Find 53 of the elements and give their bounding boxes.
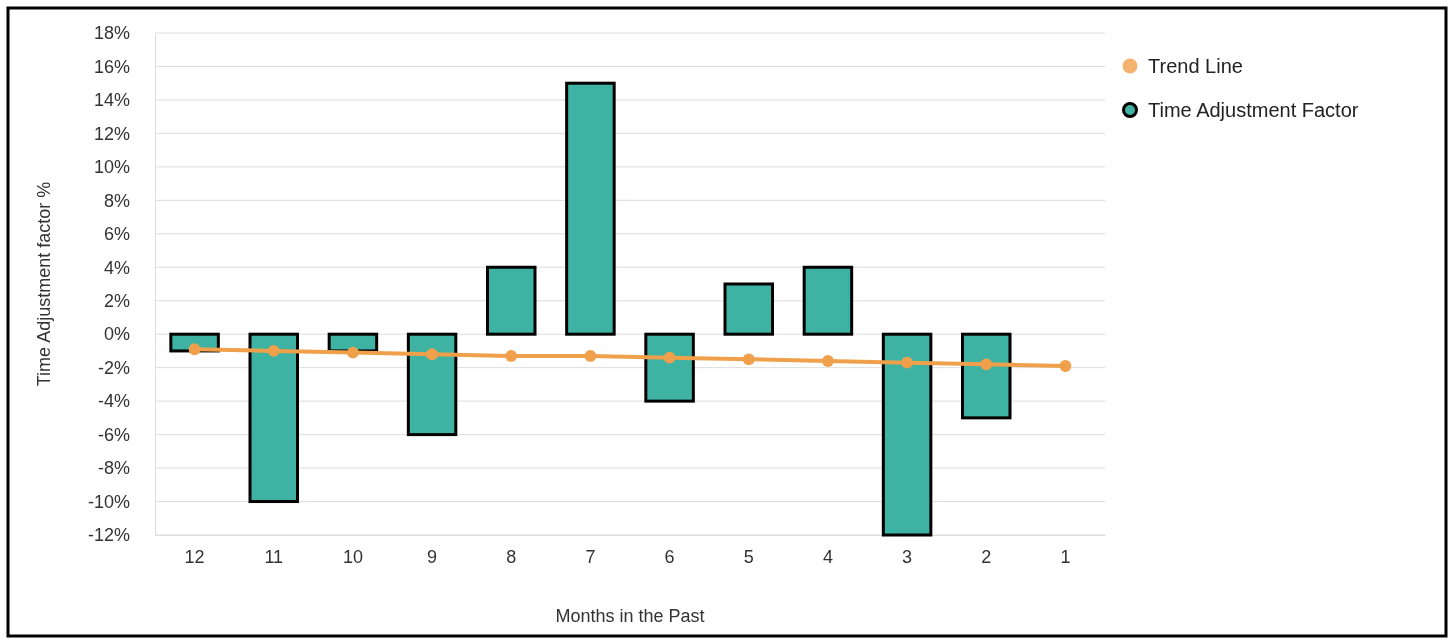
point bbox=[1059, 360, 1072, 372]
x-axis-title: Months in the Past bbox=[555, 606, 705, 626]
x-tick-label: 10 bbox=[342, 546, 363, 567]
point bbox=[822, 355, 834, 367]
x-tick-label: 2 bbox=[981, 546, 992, 567]
point bbox=[980, 358, 993, 371]
bar bbox=[644, 332, 695, 403]
x-tick-label: 9 bbox=[427, 546, 438, 567]
point bbox=[426, 348, 438, 361]
y-tick-label: 10% bbox=[93, 157, 130, 178]
y-tick-label: 0% bbox=[103, 324, 130, 345]
bar bbox=[802, 265, 854, 336]
point bbox=[188, 343, 201, 356]
y-tick-label: 8% bbox=[103, 190, 130, 211]
x-tick-label: 6 bbox=[664, 546, 675, 567]
point bbox=[901, 356, 913, 369]
y-tick-label: -4% bbox=[97, 391, 130, 412]
y-tick-label: -8% bbox=[97, 458, 130, 479]
y-tick-label: -12% bbox=[87, 525, 130, 546]
bar bbox=[565, 81, 616, 336]
y-tick-label: 14% bbox=[93, 90, 130, 111]
y-tick-label: 4% bbox=[103, 257, 130, 278]
y-tick-label: 16% bbox=[93, 56, 130, 77]
y-tick-label: -10% bbox=[87, 491, 130, 512]
y-tick-label: 18% bbox=[93, 23, 130, 44]
point bbox=[505, 350, 518, 362]
x-tick-label: 4 bbox=[822, 546, 833, 567]
x-tick-label: 5 bbox=[743, 546, 754, 567]
x-tick-label: 7 bbox=[585, 546, 596, 567]
x-tick-label: 12 bbox=[184, 546, 205, 567]
bar bbox=[723, 282, 774, 336]
legend-label: Trend Line bbox=[1148, 55, 1243, 77]
point bbox=[742, 353, 755, 366]
bar bbox=[406, 332, 458, 437]
y-tick-label: -6% bbox=[97, 424, 130, 445]
point bbox=[267, 345, 280, 357]
x-tick-label: 1 bbox=[1060, 546, 1071, 567]
y-axis-title: Time Adjustment factor % bbox=[34, 181, 54, 387]
y-tick-label: 6% bbox=[103, 224, 130, 245]
bar bbox=[881, 332, 933, 537]
bar bbox=[248, 332, 299, 504]
point bbox=[347, 346, 359, 359]
legend-label: Time Adjustment Factor bbox=[1148, 99, 1359, 121]
bar bbox=[961, 332, 1012, 420]
x-tick-label: 3 bbox=[902, 546, 913, 567]
y-tick-label: -2% bbox=[97, 357, 130, 378]
y-tick-label: 2% bbox=[103, 290, 130, 311]
x-tick-label: 8 bbox=[506, 546, 517, 567]
x-tick-label: 11 bbox=[264, 546, 284, 567]
point bbox=[663, 351, 676, 364]
bar bbox=[486, 265, 537, 336]
y-tick-label: 12% bbox=[93, 123, 130, 144]
point bbox=[584, 350, 597, 362]
